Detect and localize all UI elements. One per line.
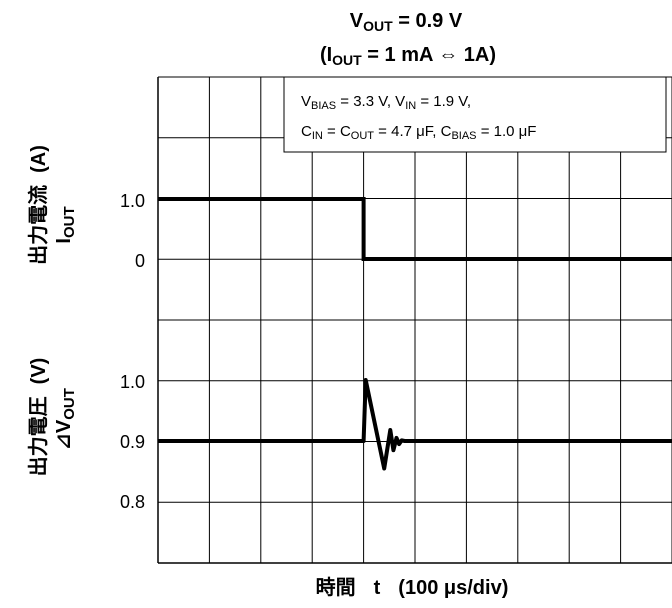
annotation-line2: CIN = COUT = 4.7 μF, CBIAS = 1.0 μF xyxy=(301,123,536,142)
chart-title-line2: (IOUT = 1 mA ⇔ 1A) xyxy=(320,44,496,68)
iout-series-line xyxy=(158,197,672,261)
svg-text:出力電流(A): 出力電流(A) xyxy=(26,145,50,265)
x-axis-label: 時間 t (100 μs/div) xyxy=(316,575,509,599)
svg-text:⊿VOUT: ⊿VOUT xyxy=(53,388,78,450)
upper-tick-label: 1.0 xyxy=(120,191,145,211)
lower-tick-label: 0.9 xyxy=(120,432,145,452)
chart-title-line1: VOUT = 0.9 V xyxy=(350,10,463,34)
annotation-box: VBIAS = 3.3 V, VIN = 1.9 V, CIN = COUT =… xyxy=(283,76,667,153)
lower-tick-label: 0.8 xyxy=(120,492,145,512)
svg-text:出力電圧(V): 出力電圧(V) xyxy=(27,358,50,477)
svg-text:IOUT: IOUT xyxy=(53,206,78,243)
upper-ylabel-line2: IOUT xyxy=(53,206,78,243)
vout-series-line xyxy=(158,378,672,471)
lower-tick-label: 1.0 xyxy=(120,372,145,392)
annotation-line1: VBIAS = 3.3 V, VIN = 1.9 V, xyxy=(301,93,471,112)
upper-tick-label: 0 xyxy=(135,251,145,271)
upper-ylabel-line1: 出力電流(A) xyxy=(26,145,50,265)
lower-ylabel-line1: 出力電圧(V) xyxy=(27,358,50,477)
lower-ylabel-line2: ⊿VOUT xyxy=(53,388,78,450)
